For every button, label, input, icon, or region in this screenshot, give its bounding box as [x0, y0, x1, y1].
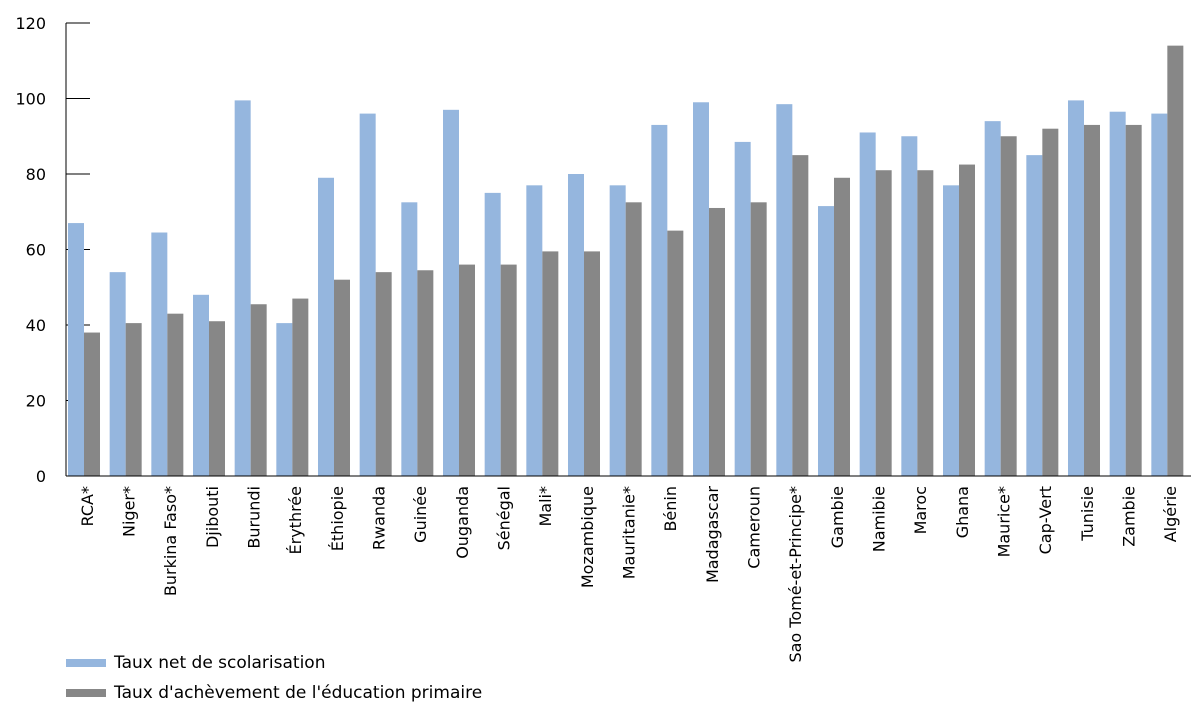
x-category-label-1: Niger*	[120, 486, 139, 537]
bar-enrollment-23	[1026, 155, 1043, 476]
y-tick-label-6: 120	[15, 14, 46, 33]
bar-completion-16	[750, 202, 767, 476]
x-category-label-2: Burkina Faso*	[161, 486, 180, 596]
y-tick-label-5: 100	[15, 90, 46, 109]
x-category-label-26: Algérie	[1161, 486, 1180, 542]
y-tick-label-3: 60	[26, 241, 46, 260]
x-category-label-21: Ghana	[953, 486, 972, 538]
x-category-label-0: RCA*	[78, 486, 97, 526]
bar-completion-7	[375, 272, 392, 476]
bar-enrollment-22	[984, 121, 1001, 477]
bar-enrollment-17	[776, 104, 793, 476]
bar-enrollment-13	[609, 185, 626, 476]
x-category-label-7: Rwanda	[370, 486, 389, 550]
legend-item-enrollment: Taux net de scolarisation	[66, 648, 482, 678]
legend: Taux net de scolarisation Taux d'achèvem…	[66, 648, 482, 708]
x-category-label-19: Namibie	[870, 486, 889, 552]
legend-label-enrollment: Taux net de scolarisation	[114, 653, 326, 673]
x-category-label-16: Cameroun	[745, 486, 764, 569]
bar-enrollment-11	[526, 185, 543, 476]
y-tick-label-1: 20	[26, 392, 46, 411]
x-category-label-3: Djibouti	[203, 486, 222, 548]
bar-completion-12	[584, 251, 600, 476]
bar-completion-5	[292, 298, 309, 476]
bar-completion-20	[917, 170, 934, 476]
bar-completion-6	[334, 279, 350, 476]
bar-completion-4	[250, 304, 267, 476]
bar-completion-10	[500, 264, 517, 476]
x-category-label-22: Maurice*	[995, 486, 1014, 557]
bar-completion-2	[167, 313, 184, 476]
bar-enrollment-21	[943, 185, 959, 476]
bar-enrollment-24	[1068, 100, 1084, 476]
bar-enrollment-5	[276, 323, 293, 476]
x-category-label-8: Guinée	[411, 486, 430, 543]
x-category-label-13: Mauritanie*	[620, 486, 639, 579]
x-axis: RCA* Niger* Burkina Faso* Djibouti Burundi Ér…	[66, 475, 1191, 663]
legend-swatch-completion	[66, 689, 106, 697]
bar-enrollment-20	[901, 136, 918, 476]
x-category-label-23: Cap-Vert	[1036, 486, 1055, 554]
bar-completion-1	[125, 323, 142, 476]
x-category-label-18: Gambie	[828, 486, 847, 548]
bar-completion-13	[625, 202, 642, 476]
x-category-label-6: Éthiopie	[328, 486, 347, 551]
bar-enrollment-14	[651, 124, 668, 477]
x-category-label-12: Mozambique	[578, 486, 597, 588]
bar-completion-21	[959, 164, 975, 476]
y-tick-label-0: 0	[36, 467, 46, 486]
bar-enrollment-0	[68, 223, 84, 476]
y-tick-label-4: 80	[26, 165, 46, 184]
bar-enrollment-26	[1151, 113, 1168, 476]
x-category-label-11: Mali*	[536, 486, 555, 527]
bar-enrollment-8	[401, 202, 418, 476]
bar-completion-25	[1125, 124, 1142, 477]
bar-enrollment-4	[234, 100, 251, 476]
x-category-label-10: Sénégal	[495, 486, 514, 550]
bar-completion-0	[84, 332, 100, 476]
bar-enrollment-3	[193, 294, 209, 476]
y-tick-label-2: 40	[26, 316, 46, 335]
bar-enrollment-10	[484, 192, 501, 476]
bar-completion-26	[1167, 45, 1184, 477]
bar-enrollment-6	[318, 177, 334, 476]
x-category-label-15: Madagascar	[703, 486, 722, 583]
bar-completion-11	[542, 251, 559, 476]
bar-enrollment-12	[568, 174, 584, 476]
bar-enrollment-19	[859, 132, 876, 476]
bar-enrollment-18	[818, 206, 834, 476]
bar-completion-23	[1042, 128, 1059, 476]
bar-completion-22	[1000, 136, 1017, 476]
x-category-label-9: Ouganda	[453, 486, 472, 559]
x-category-label-4: Burundi	[245, 486, 264, 549]
x-category-label-20: Maroc	[911, 486, 930, 534]
bar-completion-19	[875, 170, 892, 476]
bar-enrollment-25	[1109, 111, 1126, 477]
bar-enrollment-15	[693, 102, 709, 477]
bar-enrollment-9	[443, 109, 459, 476]
bar-completion-14	[667, 230, 684, 476]
bar-enrollment-1	[109, 272, 126, 476]
bar-enrollment-7	[359, 113, 376, 476]
x-category-label-14: Bénin	[661, 486, 680, 532]
bars	[68, 45, 1184, 477]
x-category-label-17: Sao Tomé-et-Principe*	[786, 486, 805, 663]
legend-item-completion: Taux d'achèvement de l'éducation primair…	[66, 678, 482, 708]
bar-completion-15	[709, 207, 725, 476]
x-category-label-24: Tunisie	[1078, 486, 1097, 542]
x-category-label-25: Zambie	[1120, 486, 1139, 547]
legend-label-completion: Taux d'achèvement de l'éducation primair…	[114, 683, 483, 703]
x-category-label-5: Érythrée	[286, 486, 305, 554]
bar-completion-3	[209, 321, 225, 476]
bar-completion-17	[792, 155, 809, 476]
bar-completion-18	[834, 177, 850, 476]
bar-enrollment-2	[151, 232, 168, 476]
bar-completion-9	[459, 264, 475, 476]
bar-completion-24	[1084, 124, 1100, 477]
legend-swatch-enrollment	[66, 659, 106, 667]
bar-completion-8	[417, 270, 434, 476]
bar-enrollment-16	[734, 141, 751, 476]
